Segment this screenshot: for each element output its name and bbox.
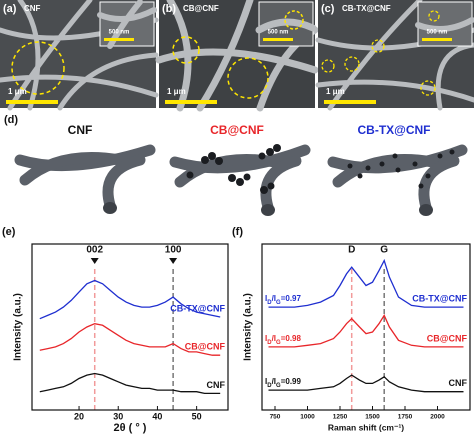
- inset-scale: 500 nm: [427, 30, 448, 36]
- ratio-part: G: [276, 300, 281, 306]
- series-label: CB@CNF: [427, 333, 468, 343]
- sem-panel-a: 500 nm 1 μm (a) CNF: [0, 0, 159, 111]
- ratio-label: ID/IG=0.98: [265, 334, 301, 345]
- panel-title: CNF: [24, 4, 41, 13]
- panel-title: CB-TX@CNF: [342, 4, 391, 13]
- series-line: [39, 372, 221, 395]
- plot-frame: [261, 243, 471, 411]
- x-tick-label: 2000: [430, 414, 445, 421]
- ratio-part: I: [265, 334, 267, 343]
- structure-title: CB-TX@CNF: [357, 123, 430, 137]
- inset-scale: 500 nm: [268, 30, 289, 36]
- panel-label: (c): [321, 3, 335, 15]
- ratio-part: D: [267, 339, 272, 345]
- scale-label: 1 μm: [167, 87, 186, 96]
- ratio-part: =0.99: [281, 377, 302, 386]
- x-tick-label: 1250: [333, 414, 348, 421]
- ratio-part: D: [267, 300, 272, 306]
- ratio-part: /I: [272, 377, 276, 386]
- series-line: [39, 279, 221, 320]
- structure-title: CNF: [68, 123, 93, 137]
- x-tick-label: 1000: [300, 414, 315, 421]
- x-tick-label: 40: [152, 411, 162, 421]
- series-line: [268, 314, 464, 348]
- ratio-part: G: [276, 339, 281, 345]
- ratio-part: /I: [272, 334, 276, 343]
- ratio-part: D: [267, 383, 272, 389]
- panel-label: (e): [2, 226, 16, 238]
- x-axis-label: Raman shift (cm⁻¹): [328, 422, 404, 432]
- panel-label: (f): [232, 226, 243, 238]
- x-tick-label: 50: [192, 411, 202, 421]
- y-axis-label: Intensity (a.u.): [13, 293, 24, 361]
- sem-panel-b: 500 nm 1 μm (b) CB@CNF: [155, 0, 319, 112]
- ratio-part: =0.98: [281, 334, 302, 343]
- structure-title: CB@CNF: [210, 123, 264, 137]
- panel-label: (d): [4, 114, 18, 126]
- x-tick-label: 1500: [365, 414, 380, 421]
- panel-label: (b): [162, 3, 176, 15]
- y-axis-label: Intensity (a.u.): [243, 293, 254, 361]
- series-label: CNF: [449, 378, 468, 388]
- fiber-model: [14, 144, 156, 214]
- series-line: [39, 323, 221, 356]
- x-tick-label: 20: [74, 411, 84, 421]
- ratio-part: /I: [272, 294, 276, 303]
- fiber-model: [327, 144, 468, 216]
- peak-label: 100: [165, 245, 182, 256]
- x-tick-label: 30: [113, 411, 123, 421]
- x-axis-label: 2θ ( ° ): [114, 422, 147, 434]
- series-label: CNF: [207, 380, 226, 390]
- series-line: [268, 258, 464, 308]
- fiber-model: [169, 144, 311, 216]
- scale-label: 1 μm: [8, 87, 27, 96]
- panel-d: (d) CNF CB@CNF CB-TX@CNF: [4, 114, 468, 216]
- plot-frame: [31, 243, 229, 411]
- series-label: CB-TX@CNF: [170, 303, 225, 313]
- ratio-label: ID/IG=0.99: [265, 377, 301, 388]
- peak-label: D: [348, 245, 355, 256]
- inset-scale: 500 nm: [109, 30, 130, 36]
- series-label: CB-TX@CNF: [412, 293, 467, 303]
- ratio-part: I: [265, 294, 267, 303]
- series-line: [268, 374, 464, 393]
- ratio-part: =0.97: [281, 294, 302, 303]
- peak-marker: [169, 258, 178, 264]
- scale-label: 1 μm: [326, 87, 345, 96]
- x-tick-label: 750: [270, 414, 281, 421]
- ratio-label: ID/IG=0.97: [265, 294, 301, 305]
- ratio-part: I: [265, 377, 267, 386]
- ratio-part: G: [276, 383, 281, 389]
- peak-marker: [90, 258, 99, 264]
- panel-label: (a): [3, 3, 17, 15]
- peak-label: 002: [86, 245, 103, 256]
- x-tick-label: 1750: [398, 414, 413, 421]
- sem-panel-c: 500 nm 1 μm (c) CB-TX@CNF: [315, 0, 474, 111]
- peak-label: G: [380, 245, 388, 256]
- panel-title: CB@CNF: [183, 4, 219, 13]
- series-label: CB@CNF: [185, 342, 226, 352]
